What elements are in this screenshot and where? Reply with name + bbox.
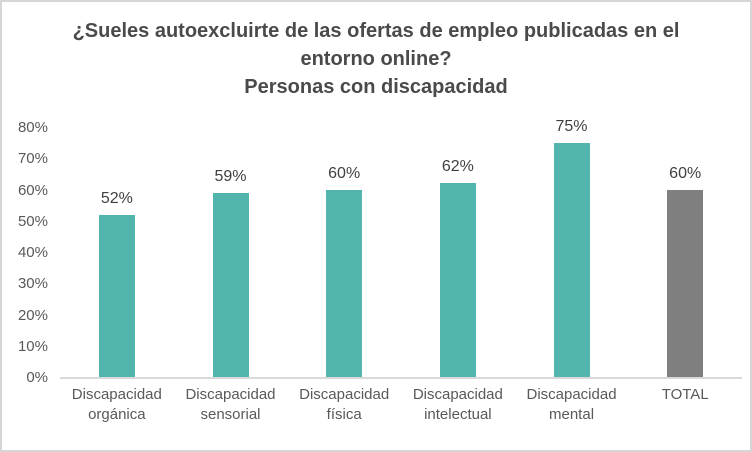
value-label: 60% <box>328 164 361 182</box>
chart-subtitle: Personas con discapacidad <box>244 76 508 98</box>
y-tick-label: 40% <box>17 244 48 261</box>
bar <box>98 214 135 377</box>
y-tick-label: 60% <box>17 181 48 199</box>
value-label: 59% <box>214 167 247 185</box>
bar-column: 52% <box>60 127 174 377</box>
bar <box>667 189 704 377</box>
bar-column: 60% <box>287 127 401 377</box>
bar <box>439 183 476 377</box>
category-label: TOTAL <box>661 386 709 403</box>
bar <box>212 192 249 377</box>
y-axis: 0% 10% 20% 30% 40% 50% 60% 70% 80% <box>2 119 48 386</box>
category-label: Discapacidad física <box>299 386 390 423</box>
chart-title-block: ¿Sueles autoexcluirte de las ofertas de … <box>2 2 750 101</box>
value-label: 52% <box>100 189 133 207</box>
x-axis-labels: Discapacidad orgánica Discapacidad sensor… <box>60 385 742 425</box>
category-label: Discapacidad sensorial <box>185 386 276 423</box>
category-label: Discapacidad intelectual <box>412 386 503 423</box>
plot-area: 52% 59% 60% 62% 75% 60% <box>60 118 742 377</box>
y-tick-label: 50% <box>17 212 48 230</box>
y-tick-label: 70% <box>17 150 48 168</box>
bar <box>326 189 363 377</box>
y-tick-label: 0% <box>26 369 48 386</box>
value-label: 62% <box>441 158 474 176</box>
category-label: Discapacidad mental <box>526 386 617 423</box>
bar <box>553 142 590 377</box>
y-tick-label: 80% <box>17 119 48 136</box>
chart-area: 0% 10% 20% 30% 40% 50% 60% 70% 80% 52% 59% 60% 62% 7… <box>2 118 742 425</box>
bar-column: 62% <box>401 127 515 377</box>
x-axis-line <box>60 377 742 379</box>
y-tick-label: 20% <box>17 306 48 324</box>
bar-column: 60% <box>628 127 742 377</box>
chart-title: ¿Sueles autoexcluirte de las ofertas de … <box>72 20 680 70</box>
category-label: Discapacidad orgánica <box>71 386 162 423</box>
bar-column: 75% <box>515 118 629 377</box>
value-label: 60% <box>669 164 702 182</box>
value-label: 75% <box>555 117 588 135</box>
y-tick-label: 30% <box>17 275 48 293</box>
bar-column: 59% <box>174 127 288 377</box>
y-tick-label: 10% <box>17 337 48 355</box>
